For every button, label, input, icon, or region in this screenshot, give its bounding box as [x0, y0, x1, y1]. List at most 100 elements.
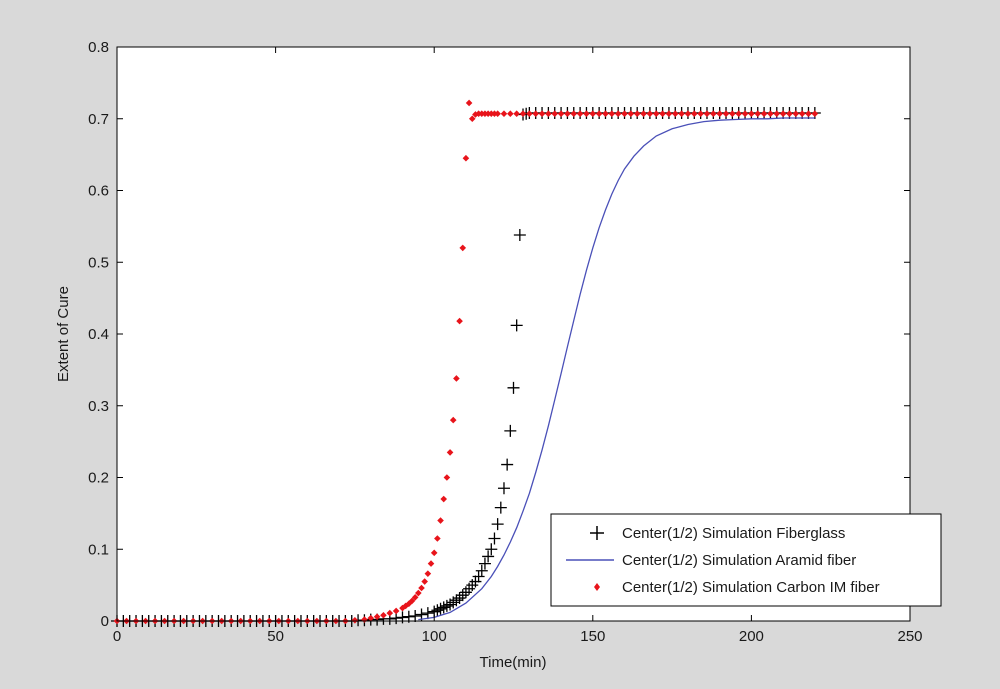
data-point [659, 110, 666, 118]
data-point [444, 598, 457, 611]
data-point [633, 110, 641, 118]
x-tick-label: 150 [580, 628, 605, 645]
y-tick-label: 0 [101, 613, 109, 630]
legend-label-fiberglass: Center(1/2) Simulation Fiberglass [622, 525, 845, 542]
data-point [504, 424, 517, 437]
data-point [434, 535, 441, 542]
data-point [697, 110, 704, 118]
data-point [462, 154, 470, 162]
data-point [351, 616, 359, 624]
data-point [538, 110, 546, 118]
data-point [614, 110, 622, 118]
data-point [557, 110, 565, 118]
data-point [392, 607, 400, 615]
data-point [627, 110, 635, 118]
series-line [418, 117, 815, 621]
x-axis-label: Time(min) [480, 654, 547, 671]
data-point [798, 110, 806, 118]
data-point [526, 110, 533, 118]
x-tick-label: 0 [113, 628, 121, 645]
data-point [402, 602, 409, 610]
data-point [589, 110, 597, 118]
data-point [411, 594, 419, 601]
y-tick-label: 0.1 [88, 541, 109, 558]
data-point [786, 110, 793, 118]
data-point [437, 601, 450, 614]
y-tick-label: 0.4 [88, 326, 109, 343]
data-point [482, 550, 495, 563]
data-point [773, 110, 781, 118]
data-point [409, 609, 422, 622]
legend-box [550, 513, 942, 607]
data-point [453, 375, 460, 382]
data-point [456, 317, 463, 325]
data-point [440, 495, 448, 503]
data-point [497, 482, 510, 495]
data-point [472, 570, 485, 583]
data-point [440, 599, 453, 612]
data-point [478, 557, 491, 570]
data-point [608, 110, 616, 118]
data-point [621, 110, 628, 118]
data-point [519, 110, 527, 118]
data-point [443, 474, 451, 481]
data-point [367, 614, 375, 622]
legend-label-carbon: Center(1/2) Simulation Carbon IM fiber [622, 579, 880, 596]
data-point [488, 532, 501, 545]
data-point [684, 110, 692, 118]
data-point [722, 110, 730, 118]
data-point [427, 560, 435, 567]
legend-label-aramid: Center(1/2) Simulation Aramid fiber [622, 552, 856, 569]
data-point [646, 110, 654, 118]
data-point [741, 110, 749, 118]
data-point [465, 99, 473, 107]
data-point [532, 110, 540, 118]
y-tick-label: 0.7 [88, 111, 109, 128]
data-point [386, 609, 394, 617]
y-tick-label: 0.5 [88, 254, 109, 271]
data-point [415, 589, 422, 597]
data-point [564, 110, 571, 118]
data-point [510, 319, 523, 332]
data-point [792, 110, 800, 118]
y-tick-label: 0.6 [88, 183, 109, 200]
legend-marker-fiberglass [590, 526, 604, 540]
data-point [665, 110, 673, 118]
data-point [485, 543, 498, 556]
x-tick-label: 50 [267, 628, 284, 645]
data-point [678, 110, 685, 118]
data-point [430, 549, 438, 557]
data-point [545, 110, 552, 118]
legend-marker-carbon [594, 583, 600, 591]
data-point [475, 564, 488, 577]
series-1 [418, 117, 815, 621]
data-point [576, 110, 584, 118]
data-point [513, 228, 526, 241]
y-axis-label: Extent of Cure [55, 286, 72, 382]
data-point [748, 110, 755, 118]
data-point [652, 110, 660, 118]
data-point [595, 110, 603, 118]
data-point [459, 244, 467, 252]
data-point [602, 110, 609, 118]
series-2 [113, 99, 819, 625]
y-tick-label: 0.8 [88, 39, 109, 56]
data-point [453, 592, 466, 605]
x-tick-label: 250 [897, 628, 922, 645]
data-point [710, 110, 717, 118]
data-point [494, 501, 507, 514]
data-point [469, 575, 482, 588]
legend: Center(1/2) Simulation Fiberglass Center… [550, 513, 942, 607]
data-point [754, 110, 762, 118]
data-point [449, 416, 457, 424]
y-tick-label: 0.3 [88, 398, 109, 415]
data-point [501, 458, 514, 471]
y-tick-label: 0.2 [88, 470, 109, 487]
data-point [507, 381, 520, 394]
data-point [551, 110, 559, 118]
data-point [691, 110, 698, 118]
data-point [716, 110, 723, 118]
data-point [779, 110, 787, 118]
data-point [431, 604, 444, 617]
data-point [450, 594, 463, 607]
